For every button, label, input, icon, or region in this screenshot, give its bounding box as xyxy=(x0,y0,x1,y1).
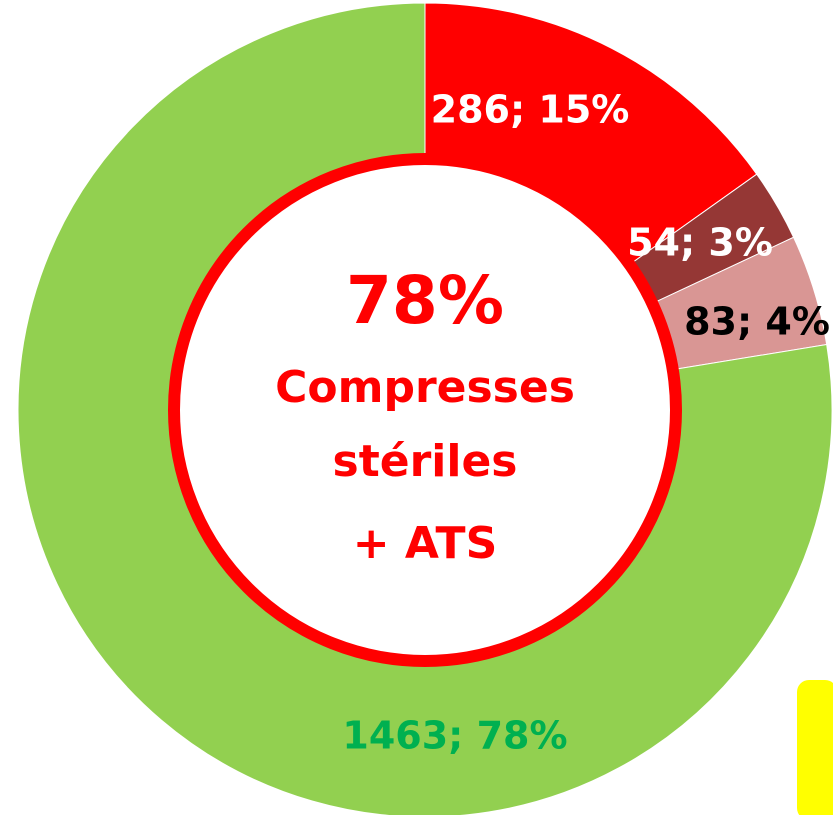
data-label: 54; 3% xyxy=(627,221,773,265)
inner-ring xyxy=(168,153,682,667)
data-label: 1463; 78% xyxy=(342,714,567,758)
data-label: 286; 15% xyxy=(431,88,630,132)
data-label: 83; 4% xyxy=(684,300,830,344)
center-text: 78% xyxy=(346,262,504,339)
center-text: Compresses xyxy=(275,362,575,413)
highlight-box xyxy=(797,680,833,815)
center-text: stériles xyxy=(333,436,518,487)
center-text: + ATS xyxy=(353,518,498,569)
